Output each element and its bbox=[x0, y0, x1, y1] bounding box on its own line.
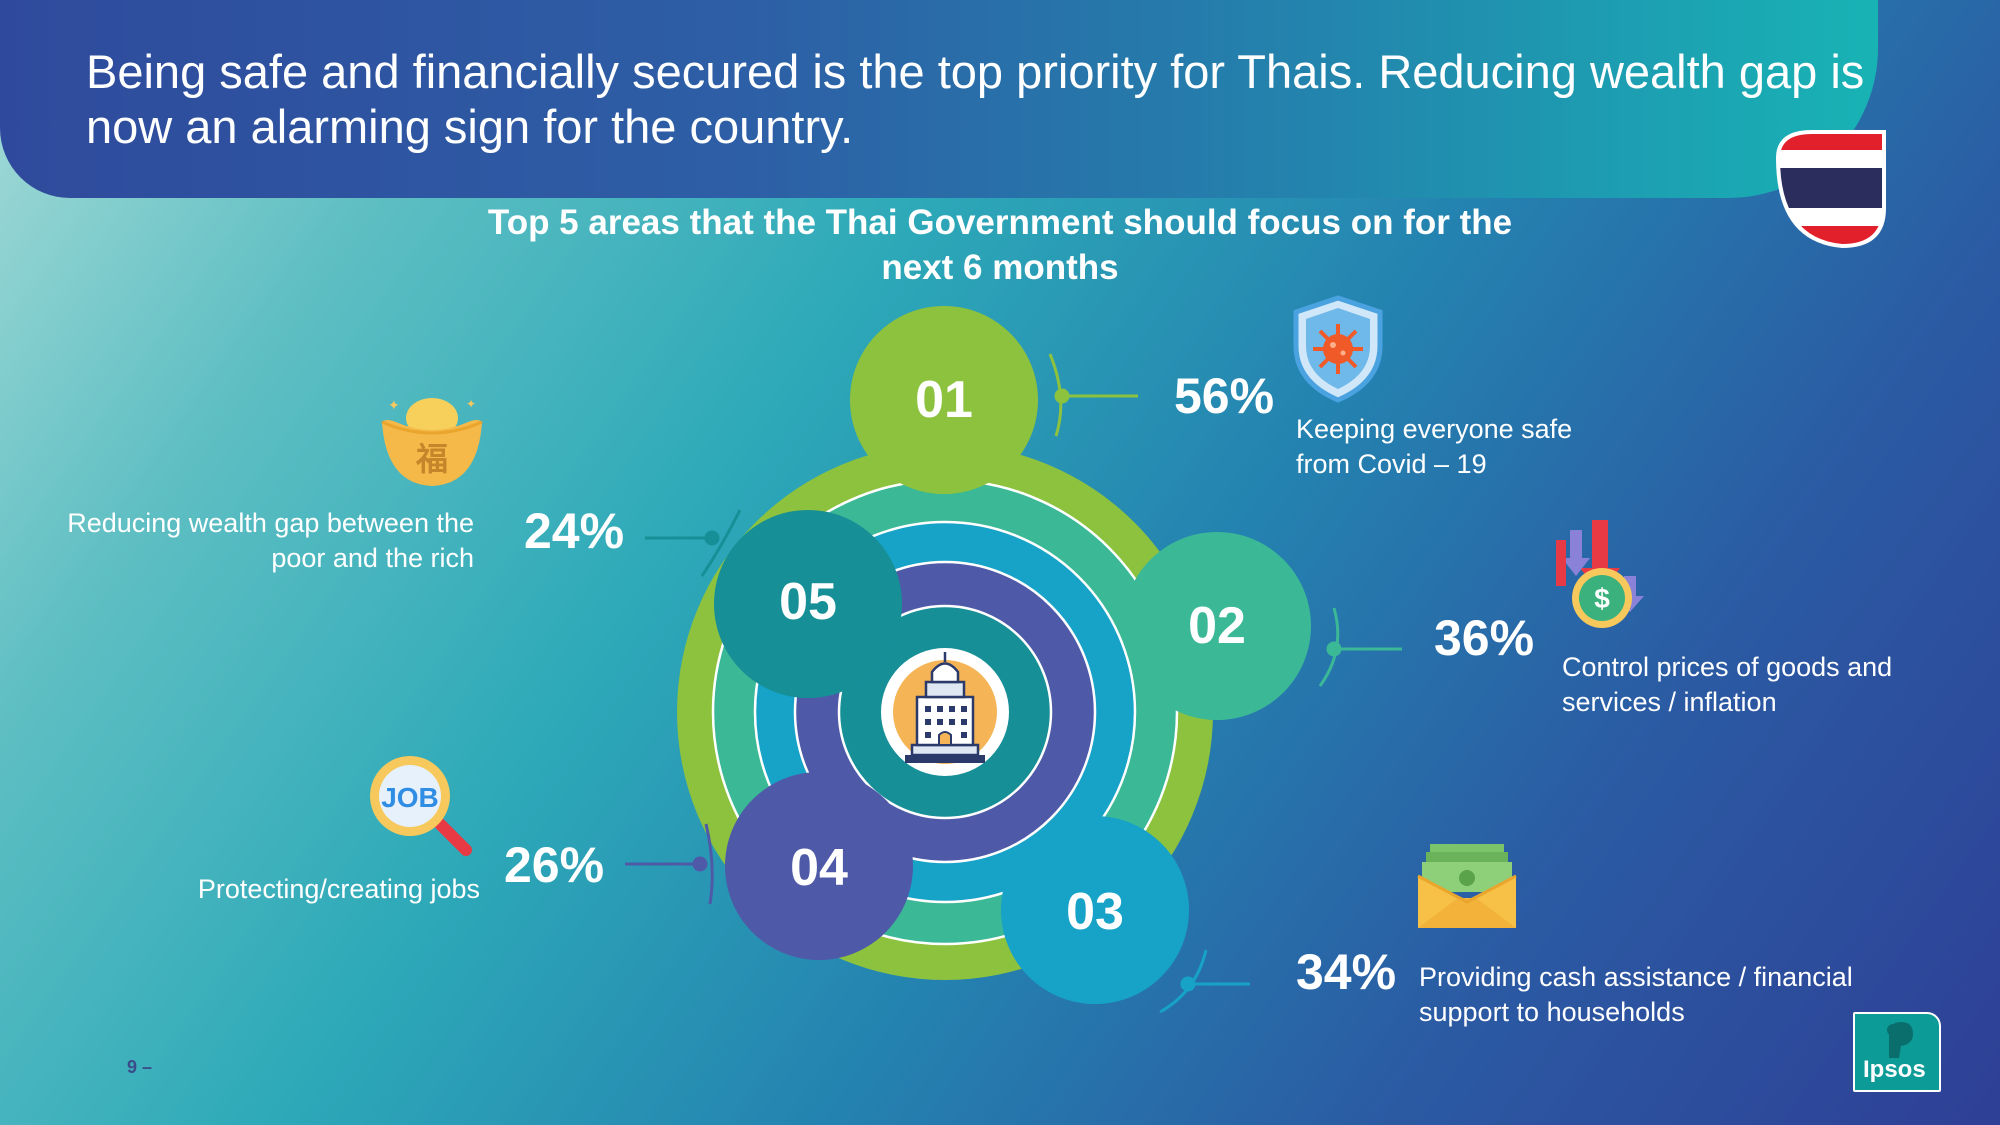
bubble-05 bbox=[714, 510, 902, 698]
headline: Being safe and financially secured is th… bbox=[86, 45, 1865, 153]
area-label-02: Control prices of goods and services / i… bbox=[1562, 652, 1893, 717]
area-label-01: Keeping everyone safe from Covid – 19 bbox=[1296, 414, 1573, 479]
connector-03 bbox=[1159, 949, 1250, 1014]
value-label-01: 56% bbox=[1174, 368, 1275, 424]
rank-label-04: 04 bbox=[790, 839, 848, 897]
bubble-03 bbox=[1001, 816, 1189, 1004]
svg-text:福: 福 bbox=[415, 440, 448, 478]
rank-label-02: 02 bbox=[1188, 597, 1246, 655]
svg-text:$: $ bbox=[1594, 583, 1610, 614]
rank-label-03: 03 bbox=[1066, 883, 1124, 941]
ring-3-edge bbox=[753, 520, 1137, 904]
value-label-05: 24% bbox=[524, 503, 625, 559]
area-label-03: Providing cash assistance / financial su… bbox=[1419, 962, 1853, 1027]
thai-flag-icon bbox=[1776, 130, 1886, 248]
svg-text:JOB: JOB bbox=[381, 782, 439, 813]
cash-envelope-icon bbox=[1417, 844, 1517, 928]
connector-01 bbox=[1048, 353, 1138, 437]
connector-05 bbox=[645, 509, 742, 577]
ring-4-edge bbox=[793, 560, 1097, 864]
bubble-01 bbox=[850, 306, 1038, 494]
bubble-04 bbox=[725, 772, 913, 960]
value-label-02: 36% bbox=[1434, 610, 1535, 666]
area-label-05: Reducing wealth gap between the poor and… bbox=[67, 508, 474, 573]
ring-inner-edge bbox=[837, 604, 1053, 820]
value-label-04: 26% bbox=[504, 837, 605, 893]
ipsos-logo: Ipsos bbox=[1853, 1012, 1941, 1092]
gold-ingot-icon: ✦ ✦ 福 bbox=[381, 397, 483, 486]
rank-label-01: 01 bbox=[915, 371, 973, 429]
area-label-04: Protecting/creating jobs bbox=[197, 874, 480, 904]
svg-text:✦: ✦ bbox=[466, 397, 476, 411]
falling-price-coin-icon: $ bbox=[1556, 520, 1644, 628]
ipsos-figure-icon bbox=[1887, 1022, 1913, 1058]
rank-label-05: 05 bbox=[779, 573, 837, 631]
chart-title: Top 5 areas that the Thai Government sho… bbox=[487, 203, 1513, 287]
ipsos-logo-text: Ipsos bbox=[1863, 1056, 1926, 1083]
bubble-02 bbox=[1123, 532, 1311, 720]
connector-04 bbox=[625, 823, 714, 905]
shield-virus-icon bbox=[1293, 295, 1383, 403]
svg-text:✦: ✦ bbox=[388, 398, 400, 414]
page-number: 9 – bbox=[127, 1057, 153, 1077]
job-search-icon: JOB bbox=[370, 756, 472, 856]
government-building-icon bbox=[893, 652, 997, 764]
value-label-03: 34% bbox=[1296, 944, 1397, 1000]
connector-02 bbox=[1318, 607, 1402, 687]
header-band bbox=[0, 0, 1878, 198]
